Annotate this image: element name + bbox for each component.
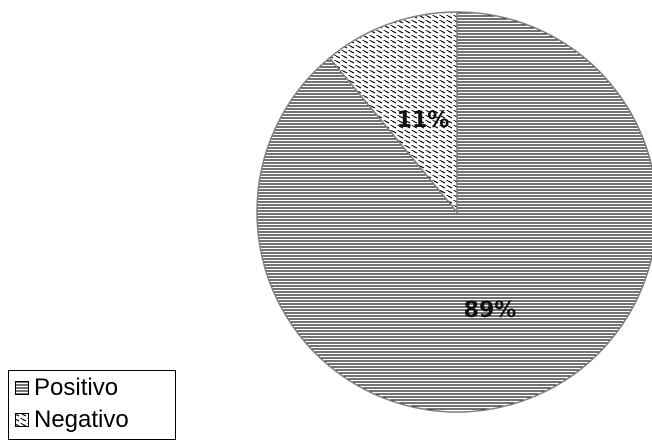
legend-item-positivo: Positivo — [15, 373, 118, 403]
pie-data-labels: 89% 11% — [397, 108, 517, 323]
data-label-positivo: 89% — [464, 298, 517, 323]
legend-swatch-positivo — [15, 381, 29, 395]
legend-swatch-negativo — [15, 413, 29, 427]
legend-item-negativo: Negativo — [15, 405, 129, 435]
pie-slice-positivo — [256, 11, 652, 413]
chart-legend: Positivo Negativo — [8, 370, 176, 440]
legend-label-negativo: Negativo — [34, 406, 129, 433]
pie-slice-negativo — [328, 11, 458, 215]
pie-slices — [256, 11, 652, 413]
data-label-negativo: 11% — [397, 108, 450, 133]
legend-label-positivo: Positivo — [34, 374, 119, 401]
